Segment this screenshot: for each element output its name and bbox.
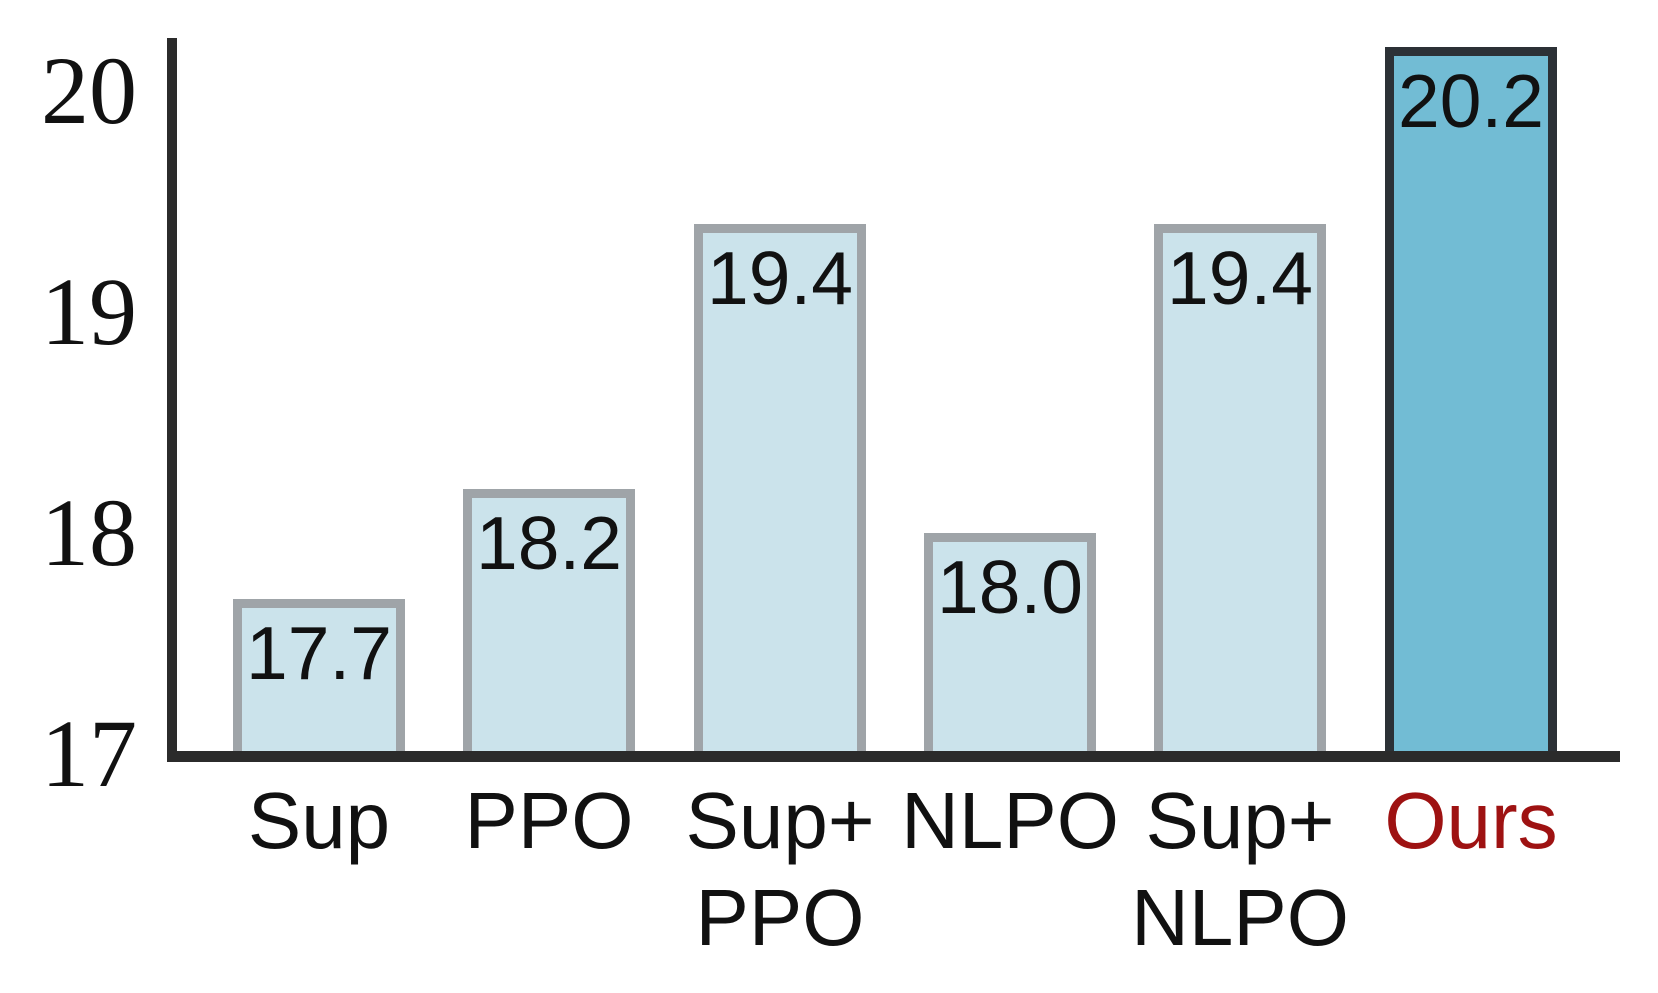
bar-ppo: 18.2 xyxy=(463,488,635,762)
bar-sup-nlpo: 19.4 xyxy=(1154,223,1326,762)
bar-value-ours: 20.2 xyxy=(1398,58,1544,143)
xtick-label-nlpo: NLPO xyxy=(901,776,1119,865)
ytick-label-18: 18 xyxy=(41,479,137,586)
bar-ours: 20.2 xyxy=(1385,46,1557,762)
xtick-label-ours: Ours xyxy=(1384,776,1558,865)
ytick-label-20: 20 xyxy=(41,37,137,144)
ytick-label-19: 19 xyxy=(41,258,137,365)
bar-sup: 17.7 xyxy=(233,599,405,762)
bar-value-ppo: 18.2 xyxy=(476,500,622,585)
bar-value-nlpo: 18.0 xyxy=(937,545,1083,629)
xtick-label-sup-ppo: Sup+ PPO xyxy=(685,776,875,962)
xtick-label-sup: Sup xyxy=(247,776,391,865)
bar-nlpo: 18.0 xyxy=(924,533,1096,762)
y-axis-line xyxy=(167,38,177,762)
bar-sup-ppo: 19.4 xyxy=(694,223,866,762)
bar-value-sup: 17.7 xyxy=(246,611,392,696)
bar-value-sup-nlpo: 19.4 xyxy=(1167,235,1313,320)
xtick-label-sup-nlpo: Sup+ NLPO xyxy=(1131,776,1349,962)
bar-value-sup-ppo: 19.4 xyxy=(707,235,853,320)
xtick-label-ppo: PPO xyxy=(464,776,634,865)
ytick-label-17: 17 xyxy=(41,700,137,807)
x-axis-line xyxy=(167,751,1620,762)
